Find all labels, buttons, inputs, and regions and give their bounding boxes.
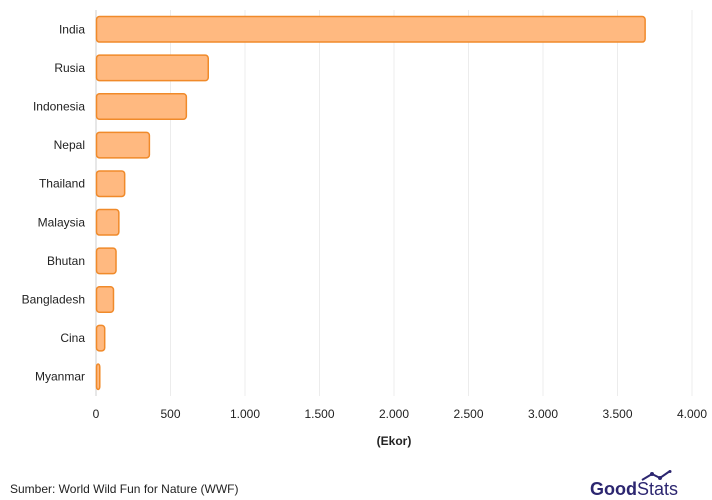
x-tick-labels: 0 500 1.000 1.500 2.000 2.500 3.000 3.500 4.000 [93, 407, 708, 421]
x-tick-label: 1.500 [304, 407, 334, 421]
x-tick-label: 4.000 [677, 407, 707, 421]
bar-myanmar [95, 363, 101, 391]
category-label: Thailand [39, 177, 85, 191]
category-label: Cina [60, 331, 85, 345]
bar-india [95, 15, 646, 43]
x-tick-label: 3.500 [602, 407, 632, 421]
goodstats-logo: GoodStats [590, 470, 678, 498]
logo-good: Good [590, 479, 637, 498]
bars [95, 15, 646, 391]
source-note: Sumber: World Wild Fun for Nature (WWF) [10, 482, 239, 496]
category-label: India [59, 22, 85, 36]
bar-indonesia [95, 93, 188, 120]
x-axis-title: (Ekor) [377, 434, 412, 448]
trend-line-icon [641, 470, 671, 481]
logo-text: GoodStats [590, 479, 678, 498]
bar-bhutan [95, 247, 117, 275]
x-tick-label: 0 [93, 407, 100, 421]
category-labels: India Rusia Indonesia Nepal Thailand Malaysia… [22, 22, 86, 383]
x-tick-label: 1.000 [230, 407, 260, 421]
category-label: Bangladesh [22, 293, 85, 307]
x-tick-label: 2.500 [453, 407, 483, 421]
category-label: Malaysia [38, 215, 86, 229]
bar-bangladesh [95, 286, 115, 313]
bar-chart: India Rusia Indonesia Nepal Thailand Malaysia… [22, 10, 708, 448]
bar-thailand [95, 170, 126, 198]
bar-nepal [95, 131, 151, 159]
bar-malaysia [95, 208, 120, 236]
category-label: Indonesia [33, 100, 85, 114]
category-label: Rusia [54, 61, 85, 75]
x-tick-label: 2.000 [379, 407, 409, 421]
category-label: Nepal [54, 138, 85, 152]
x-tick-label: 3.000 [528, 407, 558, 421]
logo-stats: Stats [637, 479, 678, 498]
bar-cina [95, 324, 106, 352]
bar-rusia [95, 54, 209, 82]
category-label: Myanmar [35, 370, 85, 384]
x-tick-label: 500 [160, 407, 180, 421]
category-label: Bhutan [47, 254, 85, 268]
